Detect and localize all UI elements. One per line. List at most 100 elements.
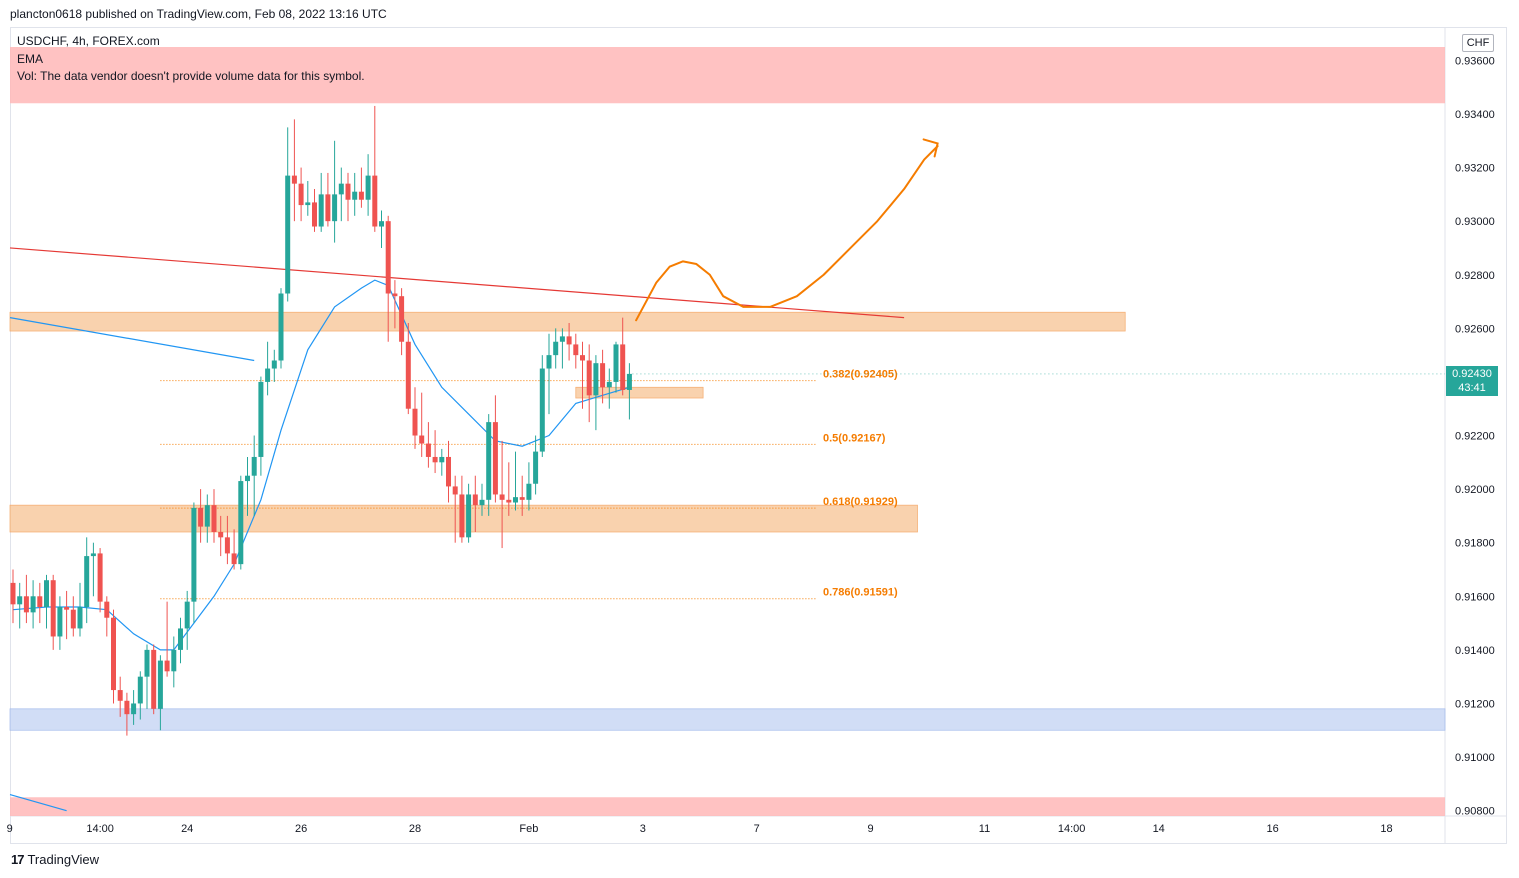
candle-body-51	[352, 191, 358, 200]
currency-button[interactable]: CHF	[1462, 34, 1494, 52]
y-tick-11: 0.91400	[1455, 645, 1495, 657]
ema-line	[12, 279, 630, 651]
current-price-tag: 0.92430 43:41	[1446, 366, 1498, 396]
projection-path	[635, 145, 939, 322]
x-tick-4: 28	[409, 823, 421, 835]
bar-countdown: 43:41	[1458, 382, 1486, 394]
candle-body-30	[211, 505, 217, 532]
candle-body-88	[600, 363, 606, 388]
y-tick-5: 0.92600	[1455, 323, 1495, 335]
candle-body-22	[157, 660, 163, 709]
y-tick-12: 0.91200	[1455, 698, 1495, 710]
candle-body-44	[305, 202, 311, 206]
candle-body-80	[546, 355, 552, 369]
candle-body-54	[372, 175, 378, 227]
candle-body-23	[164, 660, 170, 672]
candle-body-83	[566, 336, 572, 345]
candle-body-40	[278, 293, 284, 361]
ema-prior-segment	[9, 317, 255, 362]
tradingview-logo[interactable]: 17 TradingView	[11, 852, 99, 867]
candle-body-32	[224, 537, 230, 554]
candle-body-70	[479, 499, 485, 506]
x-tick-0: 9	[7, 823, 13, 835]
candle-body-48	[332, 194, 338, 222]
candle-body-45	[312, 202, 317, 227]
zone-red-5	[10, 797, 1445, 816]
candle-body-90	[613, 344, 619, 382]
candle-body-1	[17, 596, 23, 605]
candle-body-62	[425, 443, 431, 457]
y-tick-2: 0.93200	[1455, 163, 1495, 175]
candle-body-69	[472, 494, 478, 506]
candle-body-75	[513, 497, 518, 503]
legend-symbol[interactable]: USDCHF, 4h, FOREX.com	[17, 34, 160, 48]
y-tick-13: 0.91000	[1455, 752, 1495, 764]
candle-body-81	[553, 341, 559, 356]
x-tick-7: 7	[754, 823, 760, 835]
candle-body-86	[586, 360, 592, 396]
candle-body-34	[238, 481, 244, 565]
candle-body-61	[419, 435, 425, 444]
zone-orange-0	[9, 311, 1126, 332]
x-tick-11: 14	[1153, 823, 1165, 835]
candle-body-73	[499, 494, 505, 500]
candle-body-37	[258, 381, 264, 457]
candle-body-0	[10, 582, 16, 605]
y-tick-8: 0.92000	[1455, 484, 1495, 496]
candle-body-49	[338, 183, 344, 195]
candle-body-17	[124, 700, 130, 715]
candle-body-42	[291, 175, 297, 184]
candle-body-12	[90, 553, 96, 557]
candle-body-31	[218, 531, 224, 538]
y-tick-9: 0.91800	[1455, 538, 1495, 550]
y-tick-1: 0.93400	[1455, 109, 1495, 121]
candle-body-7	[57, 607, 63, 637]
x-tick-12: 16	[1266, 823, 1278, 835]
candle-body-60	[412, 408, 418, 436]
candle-body-29	[204, 505, 210, 527]
candle-body-14	[104, 601, 110, 618]
candle-body-25	[178, 628, 183, 650]
candle-body-72	[492, 422, 498, 495]
candle-body-26	[184, 601, 190, 629]
candle-body-79	[539, 368, 545, 452]
candle-body-87	[593, 363, 599, 396]
x-tick-2: 24	[181, 823, 193, 835]
candle-body-27	[191, 507, 197, 602]
candle-body-15	[111, 617, 116, 691]
x-tick-6: 3	[640, 823, 646, 835]
y-tick-0: 0.93600	[1455, 55, 1495, 67]
candle-body-77	[526, 483, 532, 500]
fib-label-2: 0.618(0.91929)	[823, 496, 898, 508]
x-tick-8: 9	[868, 823, 874, 835]
candle-body-4	[37, 596, 43, 608]
y-tick-3: 0.93000	[1455, 216, 1495, 228]
candle-body-47	[325, 194, 331, 222]
legend-indicator[interactable]: EMA	[17, 52, 44, 66]
legend-volume-note: Vol: The data vendor doesn't provide vol…	[17, 69, 365, 83]
x-tick-10: 14:00	[1058, 823, 1086, 835]
candle-body-68	[466, 494, 472, 538]
candle-body-21	[151, 649, 157, 709]
candle-body-57	[392, 293, 398, 297]
candle-body-35	[245, 475, 250, 482]
candle-body-41	[285, 175, 291, 294]
y-tick-4: 0.92800	[1455, 270, 1495, 282]
candle-body-66	[452, 486, 458, 495]
candle-body-43	[298, 183, 304, 206]
candle-body-6	[50, 580, 56, 637]
candle-body-64	[439, 456, 445, 463]
candle-body-2	[23, 596, 29, 613]
x-tick-9: 11	[979, 823, 990, 835]
candle-body-53	[365, 175, 371, 200]
y-tick-14: 0.90800	[1455, 806, 1495, 818]
candle-body-28	[198, 507, 204, 527]
candle-body-16	[117, 690, 123, 701]
fib-label-3: 0.786(0.91591)	[823, 587, 898, 599]
candle-body-20	[144, 649, 150, 677]
projection-arrow-head	[922, 138, 939, 158]
candle-body-78	[533, 451, 539, 484]
candle-body-39	[271, 360, 277, 369]
candle-body-63	[432, 456, 438, 463]
